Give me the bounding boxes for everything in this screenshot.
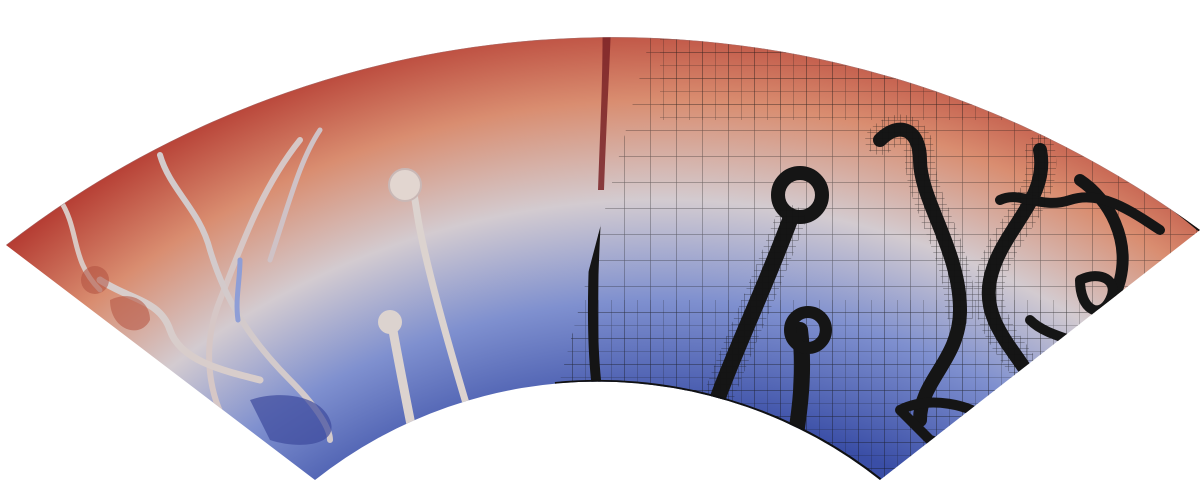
cold-blobs-left: [81, 266, 332, 445]
cold-downwelling-plume: [598, 37, 612, 190]
outer-boundary: [6, 37, 1200, 246]
mid-mesh-band-top: [660, 37, 1060, 120]
mid-mesh-band-bottom: [560, 300, 1200, 480]
upwelling-plumes-left: [57, 127, 472, 475]
